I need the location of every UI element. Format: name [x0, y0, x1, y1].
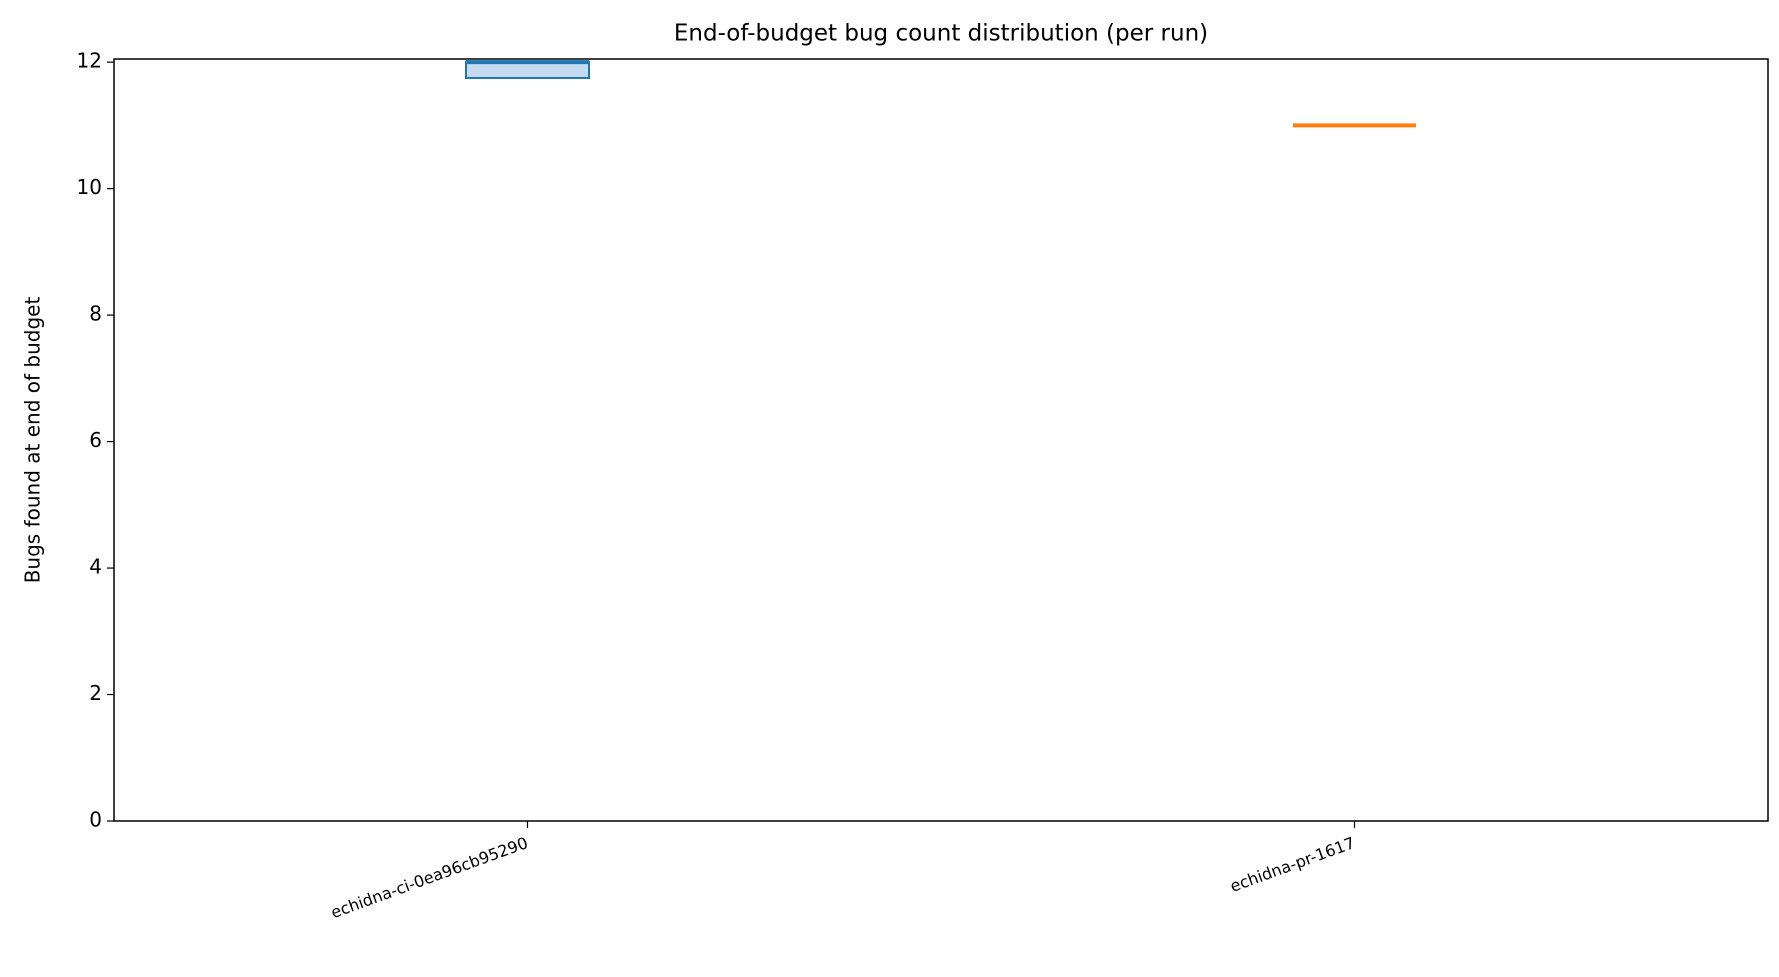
y-axis-label: Bugs found at end of budget: [21, 297, 45, 584]
y-tick-label: 4: [89, 555, 102, 579]
y-tick-label: 0: [89, 808, 102, 832]
y-tick-label: 12: [77, 49, 102, 73]
y-tick-label: 6: [89, 428, 102, 452]
y-tick-label: 2: [89, 681, 102, 705]
box: [465, 61, 590, 79]
plot-frame: [113, 58, 1769, 822]
y-tick-label: 8: [89, 302, 102, 326]
chart-title: End-of-budget bug count distribution (pe…: [674, 21, 1208, 47]
y-tick-label: 10: [77, 175, 102, 199]
